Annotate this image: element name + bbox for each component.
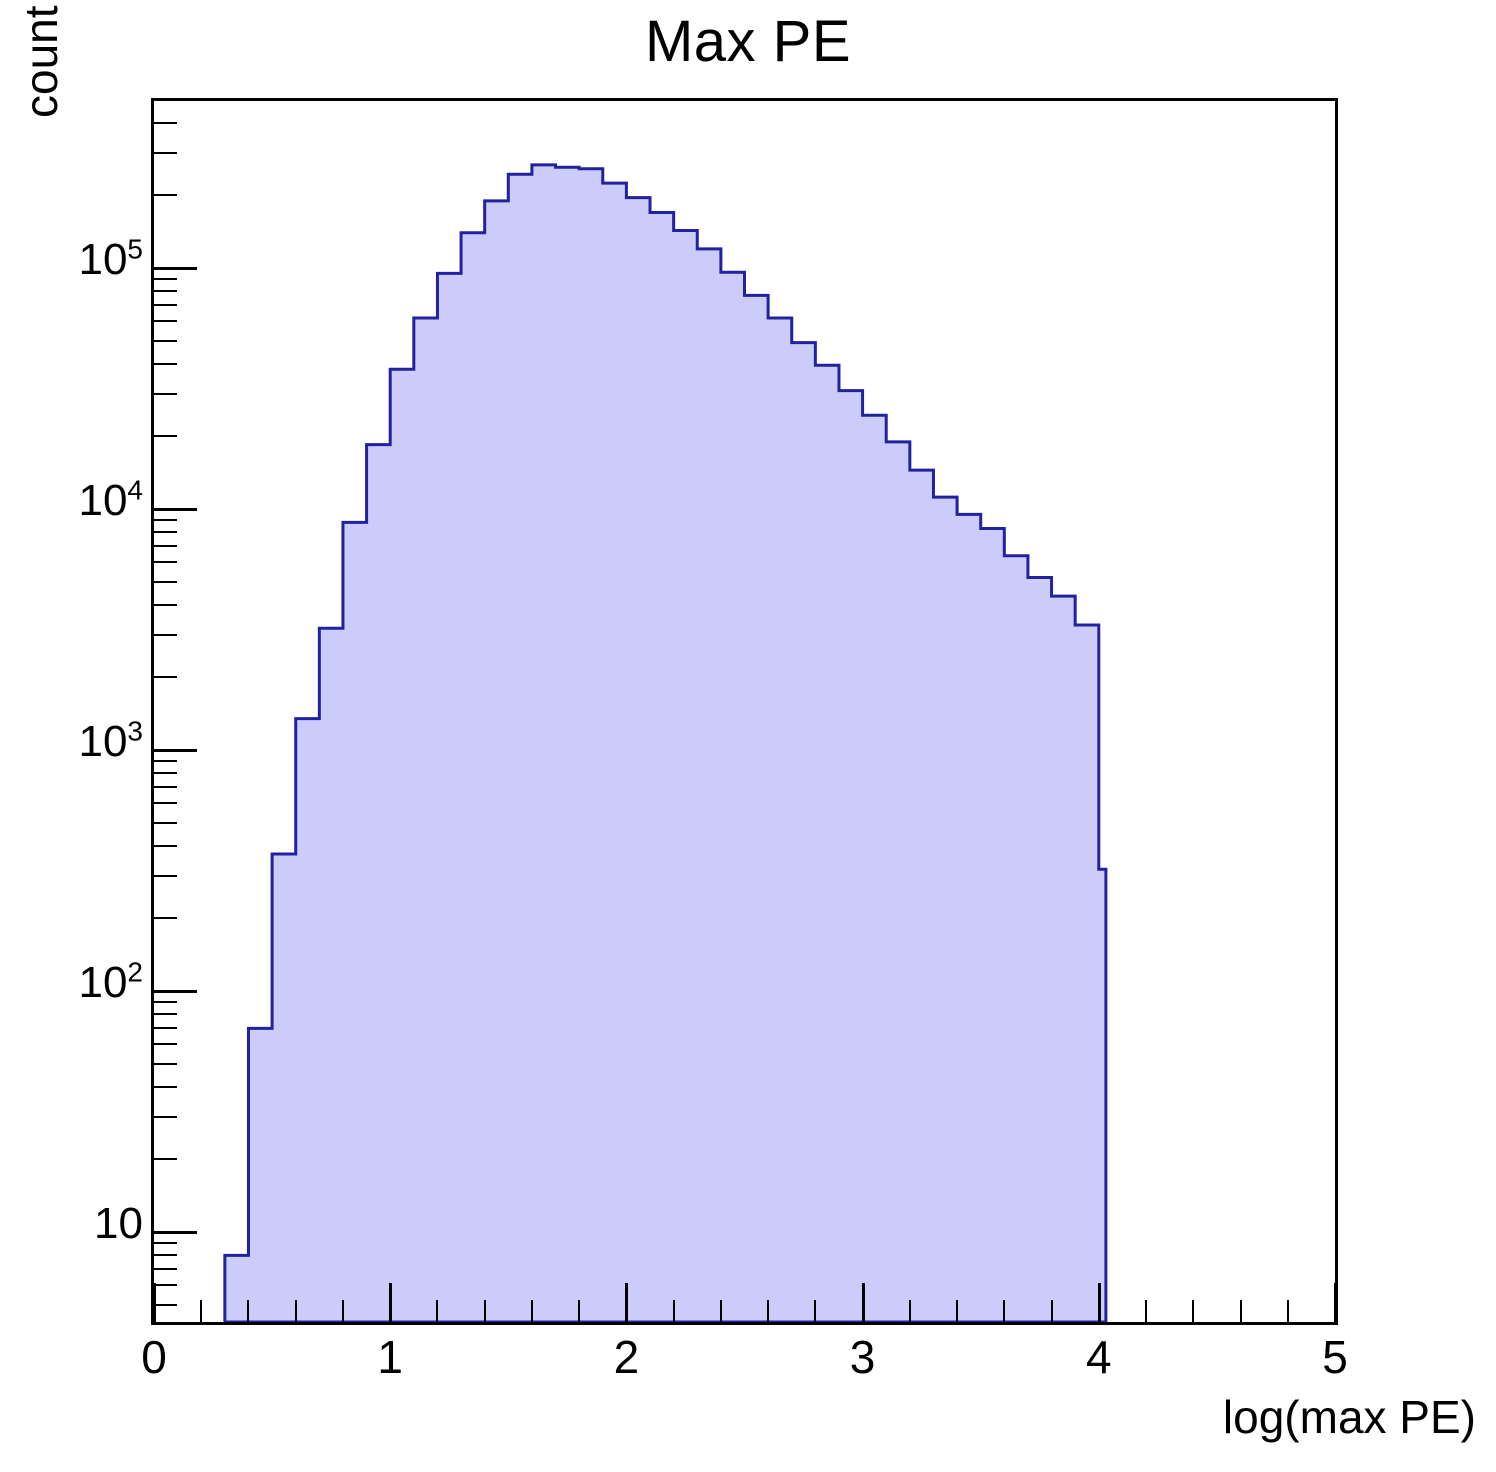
- y-tick-minor: [151, 1254, 177, 1257]
- y-tick-minor: [151, 1001, 177, 1004]
- y-tick-minor: [151, 320, 177, 323]
- x-tick-minor: [672, 1300, 675, 1325]
- y-axis-tick-label: 10: [94, 1199, 143, 1248]
- y-tick-minor: [151, 1013, 177, 1016]
- y-tick-minor: [151, 802, 177, 805]
- y-tick-minor: [151, 278, 177, 281]
- x-axis-tick-label: 0: [141, 1331, 167, 1383]
- y-tick-minor: [151, 821, 177, 824]
- y-tick-minor: [151, 304, 177, 307]
- y-tick-minor: [151, 1043, 177, 1046]
- x-tick-minor: [436, 1300, 439, 1325]
- y-tick-minor: [151, 152, 177, 154]
- y-tick-minor: [151, 121, 177, 124]
- x-axis-tick-label: 4: [1086, 1331, 1112, 1383]
- y-tick-minor: [151, 917, 177, 920]
- x-axis-title: log(max PE): [1222, 1391, 1476, 1443]
- x-tick-minor: [908, 1300, 911, 1325]
- x-tick-major: [861, 1283, 865, 1325]
- y-tick-minor: [151, 676, 177, 679]
- x-tick-minor: [247, 1300, 250, 1325]
- y-tick-minor: [151, 290, 177, 293]
- y-tick-minor: [151, 875, 177, 877]
- y-tick-minor: [151, 545, 177, 548]
- x-tick-minor: [294, 1300, 297, 1325]
- x-tick-minor: [1239, 1300, 1242, 1325]
- y-tick-minor: [151, 844, 177, 847]
- y-axis-tick-label: 105: [78, 233, 143, 284]
- y-tick-minor: [151, 1242, 177, 1245]
- y-axis-tick-label: 103: [78, 715, 143, 766]
- x-tick-minor: [1145, 1300, 1148, 1325]
- y-tick-minor: [151, 362, 177, 365]
- plot-frame: [151, 98, 1338, 1325]
- x-tick-minor: [956, 1300, 959, 1325]
- y-tick-minor: [151, 339, 177, 342]
- y-tick-minor: [151, 1116, 177, 1118]
- y-tick-minor: [151, 435, 177, 438]
- x-axis-tick-label: 2: [613, 1331, 640, 1383]
- y-tick-minor: [151, 1062, 177, 1065]
- x-tick-minor: [483, 1300, 486, 1325]
- y-tick-minor: [151, 760, 177, 763]
- x-tick-minor: [1050, 1300, 1053, 1325]
- y-axis-tick-label: 102: [78, 956, 143, 1007]
- x-tick-major: [389, 1283, 393, 1325]
- y-tick-minor: [151, 561, 177, 564]
- y-axis-title: count: [15, 5, 67, 118]
- x-axis-tick-label: 5: [1322, 1331, 1348, 1383]
- x-tick-minor: [530, 1300, 533, 1325]
- y-tick-major: [151, 1231, 197, 1234]
- y-tick-major: [151, 990, 197, 993]
- y-tick-minor: [151, 772, 177, 775]
- y-tick-minor: [151, 1284, 177, 1287]
- x-tick-minor: [1003, 1300, 1006, 1325]
- y-tick-minor: [151, 634, 177, 636]
- histogram-series: [223, 163, 1108, 1322]
- x-tick-major: [1097, 1283, 1101, 1325]
- y-tick-minor: [151, 531, 177, 534]
- y-tick-major: [151, 508, 197, 511]
- x-tick-minor: [200, 1300, 203, 1325]
- y-tick-major: [151, 749, 197, 752]
- y-tick-major: [151, 267, 197, 270]
- y-tick-minor: [151, 1085, 177, 1088]
- x-tick-minor: [767, 1300, 770, 1325]
- x-tick-minor: [814, 1300, 817, 1325]
- y-tick-minor: [151, 603, 177, 606]
- plot-area: [154, 101, 1335, 1322]
- y-tick-minor: [151, 786, 177, 789]
- y-tick-minor: [151, 519, 177, 522]
- y-tick-minor: [151, 1303, 177, 1306]
- y-tick-minor: [151, 1027, 177, 1030]
- x-axis-tick-label: 1: [377, 1331, 403, 1383]
- y-tick-minor: [151, 1268, 177, 1271]
- y-tick-minor: [151, 194, 177, 197]
- histogram-step-path: [223, 163, 1108, 1322]
- y-tick-minor: [151, 393, 177, 395]
- x-tick-minor: [1286, 1300, 1289, 1325]
- x-tick-major: [1334, 1283, 1337, 1325]
- y-axis-tick-label: 104: [78, 474, 143, 525]
- x-tick-major: [153, 1283, 156, 1325]
- x-tick-minor: [719, 1300, 722, 1325]
- x-tick-minor: [1192, 1300, 1195, 1325]
- x-axis-tick-label: 3: [849, 1331, 876, 1383]
- chart-title: Max PE: [644, 9, 852, 74]
- x-tick-major: [625, 1283, 629, 1325]
- y-tick-minor: [151, 580, 177, 583]
- x-tick-minor: [578, 1300, 581, 1325]
- y-tick-minor: [151, 1158, 177, 1161]
- x-tick-minor: [341, 1300, 344, 1325]
